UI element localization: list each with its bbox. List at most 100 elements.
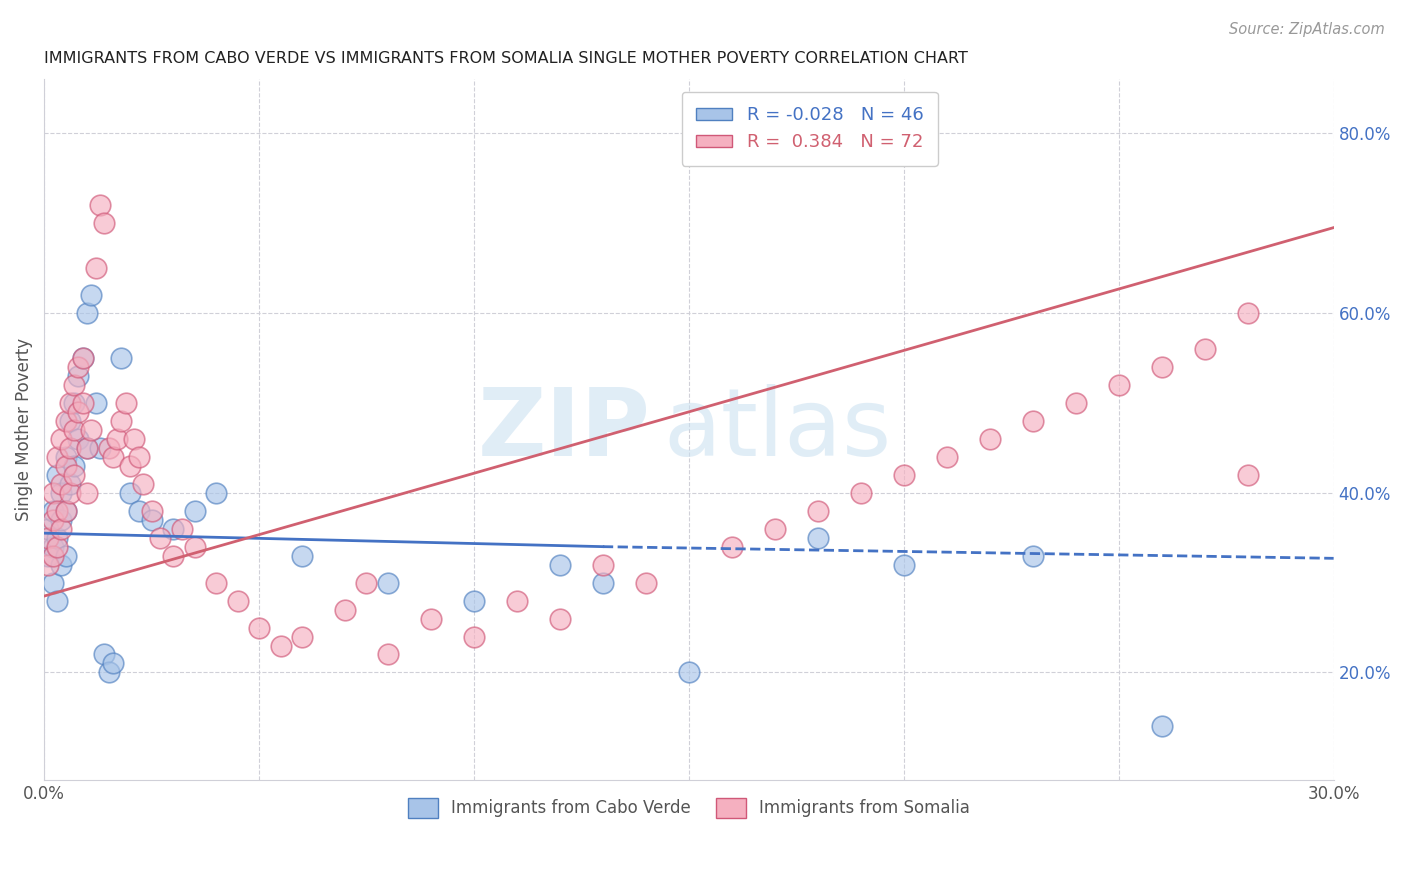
Point [46,467,69,482]
Point [51,558,73,572]
Point [205,485,228,500]
Point [46,540,69,554]
Point [120,485,142,500]
Point [63,458,86,473]
Point [41,485,63,500]
Point [41,504,63,518]
Point [162,522,184,536]
Point [59,414,82,428]
Point [55,458,77,473]
Point [46,504,69,518]
Point [63,467,86,482]
Point [51,485,73,500]
Point [979,432,1001,446]
Point [76,306,98,320]
Point [205,575,228,590]
Point [270,639,292,653]
Point [80,423,103,437]
Point [124,432,146,446]
Point [55,549,77,563]
Point [1236,467,1258,482]
Point [67,368,90,383]
Point [149,531,172,545]
Point [1150,719,1173,733]
Point [721,540,744,554]
Point [162,549,184,563]
Point [93,648,115,662]
Point [763,522,786,536]
Point [1064,396,1087,410]
Point [41,540,63,554]
Point [89,198,111,212]
Point [37,531,59,545]
Point [128,504,150,518]
Point [170,522,193,536]
Point [291,630,314,644]
Point [59,441,82,455]
Point [105,432,128,446]
Point [59,396,82,410]
Point [46,593,69,607]
Point [463,593,485,607]
Point [634,575,657,590]
Point [59,476,82,491]
Point [55,504,77,518]
Point [1150,359,1173,374]
Point [51,522,73,536]
Point [101,657,124,671]
Point [72,351,94,365]
Point [548,558,571,572]
Point [183,504,205,518]
Point [110,351,132,365]
Point [120,458,142,473]
Point [41,513,63,527]
Point [72,396,94,410]
Point [592,575,614,590]
Text: Source: ZipAtlas.com: Source: ZipAtlas.com [1229,22,1385,37]
Point [80,288,103,302]
Point [76,441,98,455]
Point [291,549,314,563]
Point [63,377,86,392]
Point [893,467,915,482]
Point [76,441,98,455]
Point [41,549,63,563]
Point [128,450,150,464]
Point [1236,306,1258,320]
Point [420,611,443,625]
Point [63,396,86,410]
Point [893,558,915,572]
Point [67,405,90,419]
Point [46,450,69,464]
Point [72,351,94,365]
Point [93,216,115,230]
Point [97,441,120,455]
Point [46,531,69,545]
Point [63,423,86,437]
Point [1022,414,1045,428]
Point [506,593,529,607]
Point [935,450,957,464]
Point [55,414,77,428]
Point [141,513,163,527]
Point [1194,342,1216,356]
Point [41,575,63,590]
Point [114,396,136,410]
Text: IMMIGRANTS FROM CABO VERDE VS IMMIGRANTS FROM SOMALIA SINGLE MOTHER POVERTY CORR: IMMIGRANTS FROM CABO VERDE VS IMMIGRANTS… [44,51,967,66]
Point [333,602,356,616]
Point [183,540,205,554]
Point [377,648,399,662]
Text: atlas: atlas [664,384,891,475]
Point [84,396,107,410]
Text: ZIP: ZIP [477,384,650,475]
Point [51,513,73,527]
Point [76,485,98,500]
Point [141,504,163,518]
Point [84,261,107,276]
Point [37,558,59,572]
Point [807,504,830,518]
Point [592,558,614,572]
Point [678,665,700,680]
Legend: Immigrants from Cabo Verde, Immigrants from Somalia: Immigrants from Cabo Verde, Immigrants f… [401,791,977,824]
Point [226,593,249,607]
